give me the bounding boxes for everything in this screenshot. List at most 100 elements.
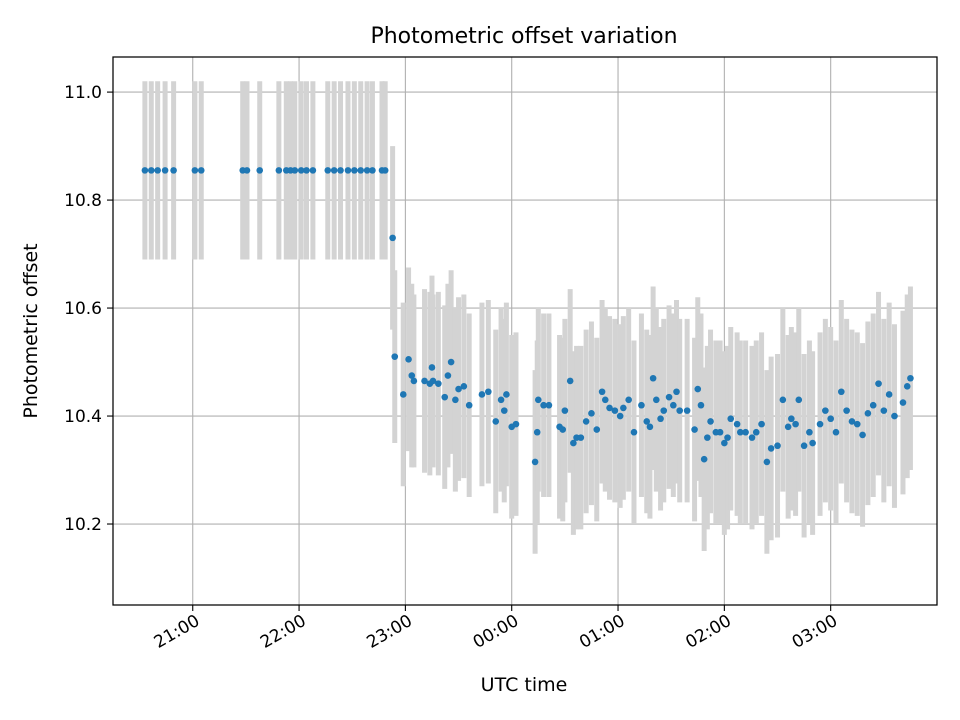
data-point <box>891 413 898 420</box>
data-point <box>753 429 760 436</box>
data-point <box>870 402 877 409</box>
photometric-offset-chart: 21:00 22:00 23:00 00:00 01:00 02:00 03:00 10.2… <box>0 0 960 720</box>
data-point <box>875 380 882 387</box>
data-point <box>666 394 673 401</box>
data-point <box>479 391 486 398</box>
data-point <box>701 456 708 463</box>
data-point <box>788 415 795 422</box>
data-point <box>170 167 177 174</box>
data-point <box>843 407 850 414</box>
x-axis-ticks: 21:00 22:00 23:00 00:00 01:00 02:00 03:00 <box>151 605 841 653</box>
data-point <box>429 364 436 371</box>
data-point <box>324 167 331 174</box>
data-point <box>485 388 492 395</box>
data-point <box>792 421 799 428</box>
y-tick-label: 11.0 <box>64 83 102 103</box>
x-tick-label: 23:00 <box>363 611 415 653</box>
data-point <box>749 434 756 441</box>
data-point <box>256 167 263 174</box>
data-point <box>599 388 606 395</box>
x-tick-label: 22:00 <box>257 611 309 653</box>
data-point <box>534 429 541 436</box>
data-point <box>546 402 553 409</box>
data-point <box>337 167 344 174</box>
data-point <box>593 426 600 433</box>
data-point <box>838 388 845 395</box>
y-tick-label: 10.2 <box>64 515 102 535</box>
data-point <box>734 421 741 428</box>
data-point <box>435 380 442 387</box>
data-point <box>148 167 155 174</box>
data-point <box>198 167 205 174</box>
data-point <box>886 391 893 398</box>
data-point <box>441 394 448 401</box>
data-point <box>192 167 199 174</box>
data-point <box>162 167 169 174</box>
data-point <box>801 442 808 449</box>
y-tick-label: 10.8 <box>64 191 102 211</box>
data-point <box>559 426 566 433</box>
data-point <box>452 397 459 404</box>
data-point <box>535 397 542 404</box>
data-point <box>331 167 338 174</box>
data-point <box>142 167 149 174</box>
data-point <box>154 167 161 174</box>
data-point <box>727 415 734 422</box>
data-point <box>310 167 317 174</box>
data-point <box>827 415 834 422</box>
data-point <box>369 167 376 174</box>
data-point <box>578 434 585 441</box>
data-point <box>774 442 781 449</box>
x-tick-label: 01:00 <box>576 611 628 653</box>
data-point <box>625 397 632 404</box>
data-point <box>698 402 705 409</box>
data-point <box>900 399 907 406</box>
data-point <box>859 432 866 439</box>
data-point <box>704 434 711 441</box>
data-point <box>513 421 520 428</box>
chart-title: Photometric offset variation <box>370 24 677 49</box>
data-point <box>612 407 619 414</box>
y-tick-label: 10.4 <box>64 407 102 427</box>
data-point <box>717 429 724 436</box>
data-point <box>854 421 861 428</box>
data-point <box>653 397 660 404</box>
data-point <box>405 356 412 363</box>
data-point <box>501 407 508 414</box>
data-point <box>411 378 418 385</box>
data-point <box>650 375 657 382</box>
data-point <box>382 167 389 174</box>
data-point <box>673 388 680 395</box>
data-point <box>445 372 452 379</box>
data-point <box>303 167 310 174</box>
x-tick-label: 21:00 <box>151 611 203 653</box>
data-point <box>583 418 590 425</box>
data-point <box>707 418 714 425</box>
data-point <box>691 426 698 433</box>
y-axis-label: Photometric offset <box>20 243 42 418</box>
x-tick-label: 00:00 <box>470 611 522 653</box>
data-point <box>602 397 609 404</box>
data-point <box>670 402 677 409</box>
data-point <box>638 402 645 409</box>
data-point <box>498 397 505 404</box>
data-point <box>822 407 829 414</box>
y-axis-ticks: 10.2 10.4 10.6 10.8 11.0 <box>64 83 113 535</box>
data-point <box>795 397 802 404</box>
data-point <box>785 424 792 431</box>
data-point <box>617 413 624 420</box>
data-point <box>292 167 299 174</box>
data-point <box>620 405 627 412</box>
data-point <box>389 235 396 242</box>
data-point <box>809 440 816 447</box>
x-axis-label: UTC time <box>481 674 568 696</box>
data-point <box>461 383 468 390</box>
data-point <box>684 407 691 414</box>
data-point <box>694 386 701 393</box>
data-point <box>345 167 352 174</box>
data-point <box>357 167 364 174</box>
data-point <box>742 429 749 436</box>
data-point <box>764 459 771 466</box>
data-point <box>562 407 569 414</box>
data-point <box>904 383 911 390</box>
